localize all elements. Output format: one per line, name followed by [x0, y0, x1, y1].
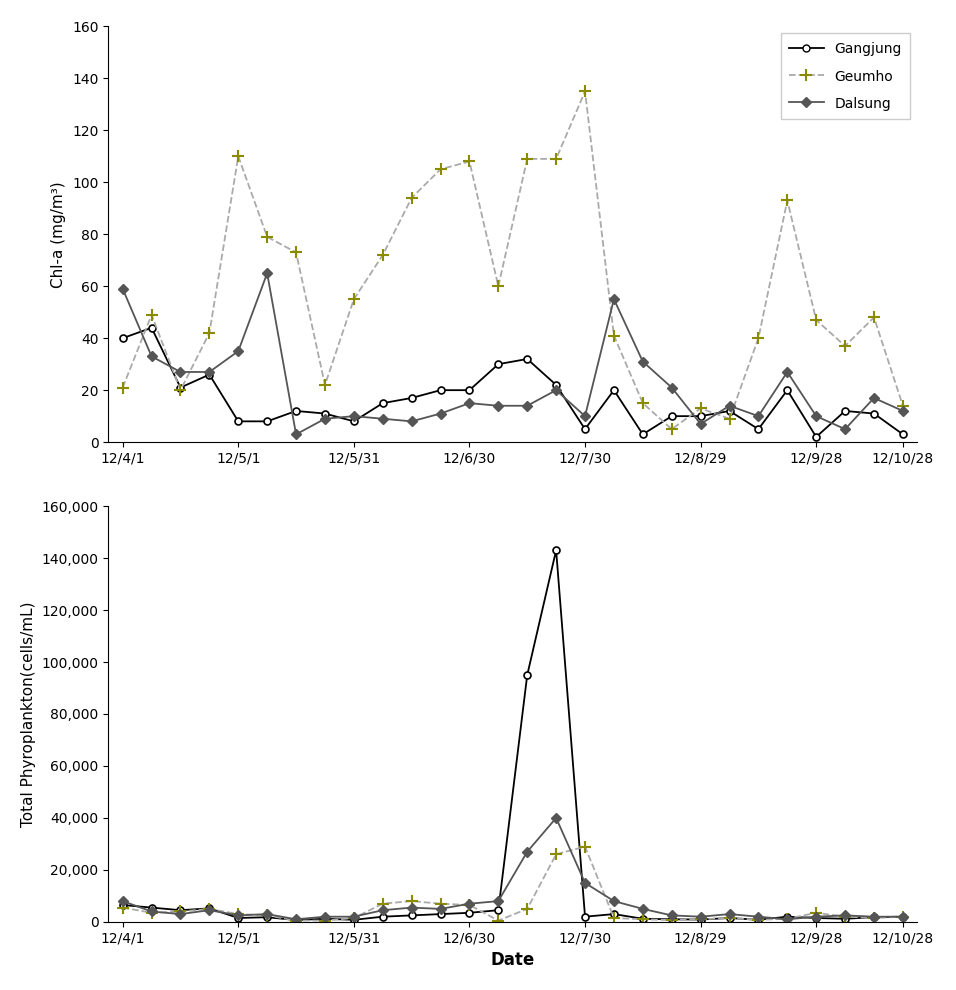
- Legend: Gangjung, Geumho, Dalsung: Gangjung, Geumho, Dalsung: [780, 34, 910, 120]
- X-axis label: Date: Date: [490, 951, 535, 969]
- Y-axis label: Chl-a (mg/m³): Chl-a (mg/m³): [52, 181, 67, 287]
- Y-axis label: Total Phyroplankton(cells/mL): Total Phyroplankton(cells/mL): [21, 601, 35, 827]
